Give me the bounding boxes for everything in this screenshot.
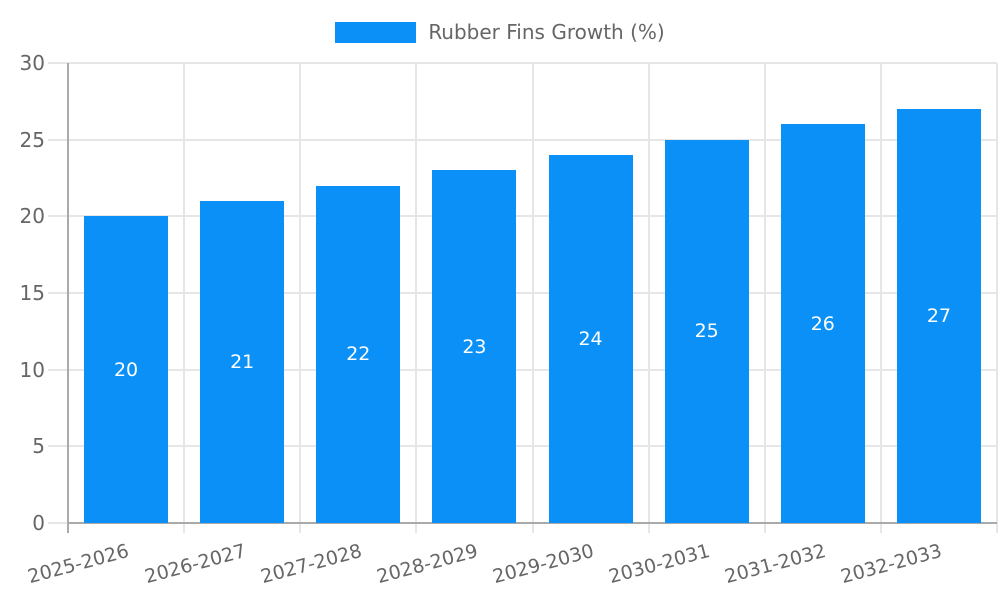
x-grid-line (415, 63, 418, 533)
y-axis-tick (48, 368, 68, 371)
x-grid-line (763, 63, 766, 533)
y-tick-label: 5 (32, 434, 45, 459)
x-tick-label: 2028-2029 (374, 540, 481, 589)
y-axis-tick (48, 445, 68, 448)
y-axis-tick (48, 138, 68, 141)
x-tick-label: 2030-2031 (606, 540, 713, 589)
bar-value-label: 26 (810, 312, 835, 335)
legend-swatch (335, 22, 417, 43)
x-tick-label: 2026-2027 (142, 540, 248, 589)
bar[interactable]: 20 (84, 216, 169, 523)
x-grid-line (647, 63, 650, 533)
x-grid-line (996, 63, 998, 533)
x-tick-label: 2025-2026 (26, 540, 132, 589)
y-tick-label: 20 (19, 204, 45, 229)
y-axis-line (67, 63, 69, 533)
x-tick-label: 2032-2033 (838, 540, 945, 589)
y-tick-label: 30 (19, 51, 45, 75)
bar-value-label: 22 (346, 343, 371, 366)
x-grid-line (879, 63, 882, 533)
bar[interactable]: 25 (664, 139, 749, 523)
bar-value-label: 24 (578, 328, 603, 350)
bar[interactable]: 21 (200, 201, 285, 523)
x-grid-line (299, 63, 302, 533)
x-tick-label: 2029-2030 (490, 540, 597, 589)
bar[interactable]: 23 (432, 170, 517, 523)
y-axis-tick (48, 292, 68, 294)
bar-value-label: 25 (694, 320, 719, 343)
y-tick-label: 0 (32, 511, 45, 535)
x-grid-line (183, 63, 186, 533)
bar-value-label: 23 (462, 335, 487, 358)
bar-value-label: 27 (926, 305, 952, 327)
x-axis-line (68, 522, 997, 524)
y-axis-tick (48, 522, 68, 524)
y-tick-label: 10 (19, 357, 45, 382)
y-tick-label: 15 (19, 281, 45, 305)
x-grid-line (531, 63, 534, 533)
bar[interactable]: 22 (316, 185, 401, 523)
y-axis-tick (48, 215, 68, 218)
y-axis-tick (48, 62, 68, 64)
legend-item[interactable]: Rubber Fins Growth (%) (0, 22, 1000, 43)
bar[interactable]: 24 (548, 155, 633, 523)
bar[interactable]: 27 (896, 109, 981, 523)
bar-value-label: 21 (230, 351, 255, 373)
y-tick-label: 25 (19, 127, 45, 152)
legend-label: Rubber Fins Growth (%) (428, 20, 665, 44)
bar[interactable]: 26 (780, 124, 865, 523)
x-tick-label: 2027-2028 (258, 540, 365, 589)
x-tick-label: 2031-2032 (722, 540, 829, 589)
bar-value-label: 20 (113, 358, 139, 381)
